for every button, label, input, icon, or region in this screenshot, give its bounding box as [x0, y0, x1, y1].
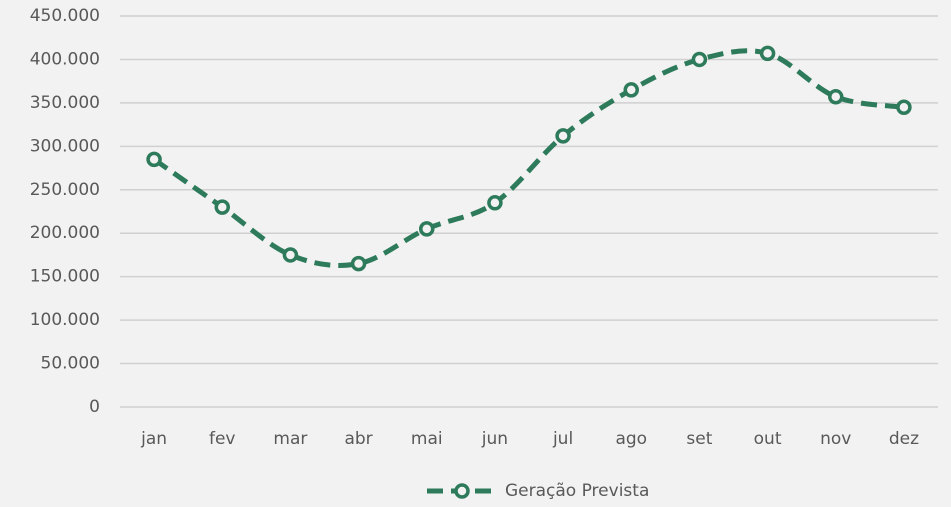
marker — [623, 82, 639, 98]
y-tick-label: 50.000 — [41, 354, 100, 374]
marker — [487, 195, 503, 211]
x-tick-label: jun — [481, 429, 508, 449]
y-tick-label: 300.000 — [30, 136, 100, 156]
marker — [759, 45, 776, 62]
x-tick-label: fev — [209, 429, 236, 449]
y-tick-label: 200.000 — [30, 223, 100, 243]
x-tick-label: jul — [552, 429, 573, 449]
y-tick-label: 250.000 — [30, 180, 100, 200]
y-tick-label: 150.000 — [30, 267, 100, 287]
series-line — [152, 48, 905, 268]
legend-marker — [454, 483, 470, 499]
marker — [419, 221, 435, 237]
x-tick-label: set — [686, 429, 712, 449]
x-tick-label: mai — [411, 429, 443, 449]
x-tick-label: out — [754, 429, 782, 449]
x-tick-label: nov — [820, 429, 851, 449]
marker — [691, 51, 708, 68]
x-tick-label: abr — [344, 429, 372, 449]
marker — [350, 255, 367, 272]
y-tick-label: 100.000 — [30, 310, 100, 330]
marker — [282, 247, 299, 263]
y-tick-label: 450.000 — [30, 6, 100, 26]
marker — [828, 89, 844, 105]
marker — [146, 151, 162, 168]
x-tick-label: ago — [615, 429, 647, 449]
y-tick-label: 400.000 — [30, 49, 100, 69]
x-tick-label: mar — [273, 429, 307, 449]
y-tick-label: 350.000 — [30, 93, 100, 113]
marker — [214, 199, 230, 215]
y-tick-label: 0 — [89, 397, 100, 417]
legend-label: Geração Prevista — [505, 481, 649, 501]
marker — [896, 99, 912, 115]
marker — [555, 128, 571, 144]
x-tick-label: dez — [889, 429, 919, 449]
x-tick-label: jan — [140, 429, 167, 449]
